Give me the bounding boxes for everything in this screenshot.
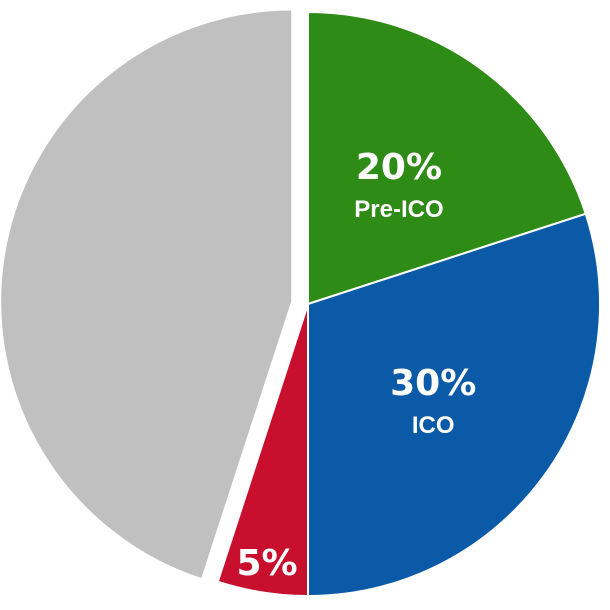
slice-name-label: ICO [412, 412, 455, 439]
slice-percent-label: 30% [390, 363, 476, 404]
pie-slice-pre-ico [307, 10, 587, 306]
slice-name-label: Pre-ICO [354, 196, 443, 223]
pie-slice-slice-4 [0, 8, 294, 581]
slice-percent-label: 20% [356, 147, 442, 188]
pie-slices [0, 8, 601, 598]
pie-slice-ico [307, 212, 601, 598]
pie-slice-slice-3 [216, 303, 309, 598]
slice-percent-label: 5% [236, 543, 297, 584]
pie-labels: 20% Pre-ICO 30% ICO 5% [236, 147, 476, 584]
